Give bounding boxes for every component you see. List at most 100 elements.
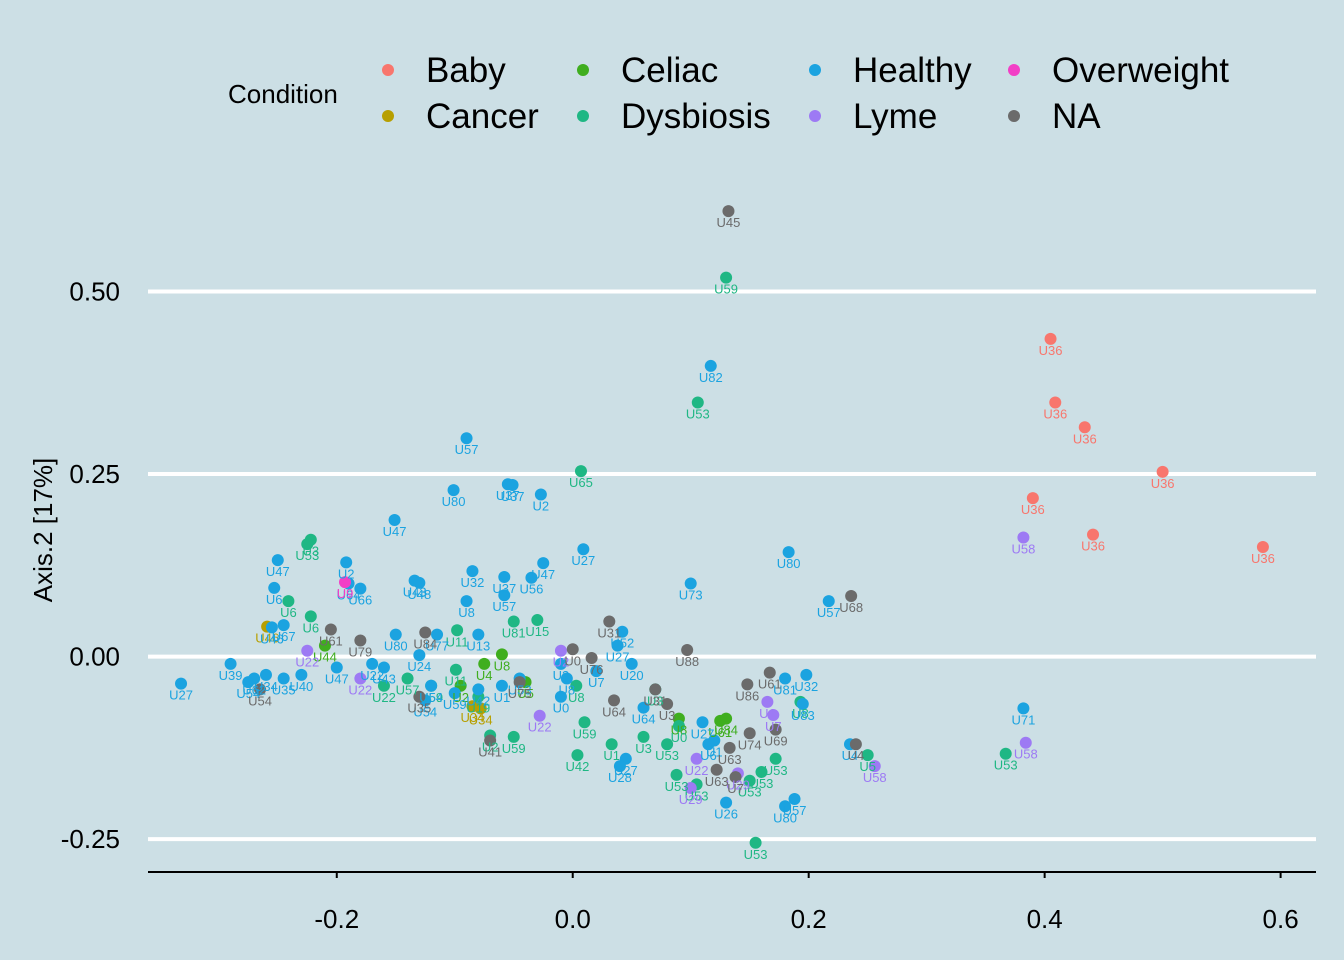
point-healthy: [554, 657, 567, 670]
point-label: U61: [708, 725, 732, 740]
point-baby: [1044, 332, 1057, 345]
legend-swatch-na: [1008, 110, 1020, 122]
point-label: U57: [492, 599, 516, 614]
point-healthy: [702, 738, 715, 751]
point-healthy: [340, 556, 353, 569]
point-healthy: [537, 557, 550, 570]
point-label: U7: [588, 675, 605, 690]
point-healthy: [800, 668, 813, 681]
point-label: U27: [606, 650, 630, 665]
point-label: U27: [691, 726, 715, 741]
point-healthy: [295, 668, 308, 681]
point-labels: U36U36U36U36U36U36U36U46U34U34U44U2U4U8U…: [169, 215, 1275, 862]
point-dysbiosis: [507, 615, 520, 628]
point-label: U36: [1021, 502, 1045, 517]
point-healthy: [413, 649, 426, 662]
point-lyme: [554, 644, 567, 657]
point-label: U61: [758, 677, 782, 692]
point-healthy: [1017, 702, 1030, 715]
point-healthy: [268, 581, 281, 594]
point-label: U35: [407, 701, 431, 716]
point-label: U46: [255, 631, 279, 646]
point-na: [722, 205, 735, 218]
point-na: [729, 771, 742, 784]
x-axis: -0.2 0.0 0.2 0.4 0.6: [148, 871, 1316, 934]
point-label: U6: [266, 592, 283, 607]
point-baby: [1256, 541, 1269, 554]
point-healthy: [259, 668, 272, 681]
point-label: U1: [494, 690, 511, 705]
point-na: [419, 626, 432, 639]
point-label: U6: [280, 605, 297, 620]
point-label: U84: [413, 636, 437, 651]
legend-swatch-cancer: [382, 110, 394, 122]
point-label: U28: [608, 770, 632, 785]
point-healthy: [498, 570, 511, 583]
y-tick-label: 0.00: [69, 642, 120, 672]
point-label: U6: [700, 748, 717, 763]
point-label: U54: [248, 693, 272, 708]
point-healthy: [271, 554, 284, 567]
point-na: [763, 666, 776, 679]
point-na: [585, 652, 598, 665]
point-label: U3: [553, 668, 570, 683]
point-healthy: [590, 665, 603, 678]
point-label: U53: [750, 776, 774, 791]
point-label: U44: [313, 650, 337, 665]
point-label: U83: [791, 708, 815, 723]
point-label: U37: [496, 488, 520, 503]
point-label: U75: [508, 686, 532, 701]
legend-label-dysbiosis: Dysbiosis: [621, 97, 771, 136]
point-healthy: [577, 543, 590, 556]
point-na: [849, 738, 862, 751]
point-label: U3: [302, 544, 319, 559]
point-label: U35: [272, 682, 296, 697]
point-dysbiosis: [861, 749, 874, 762]
point-label: U22: [295, 655, 319, 670]
point-lyme: [1019, 736, 1032, 749]
point-na: [254, 683, 267, 696]
point-dysbiosis: [578, 716, 591, 729]
point-healthy: [175, 677, 188, 690]
y-tick-label: 0.25: [69, 459, 120, 489]
point-label: U66: [348, 593, 372, 608]
point-label: U31: [597, 626, 621, 641]
point-dysbiosis: [743, 774, 756, 787]
point-healthy: [472, 683, 485, 696]
point-healthy: [822, 595, 835, 608]
legend-label-lyme: Lyme: [853, 97, 937, 136]
point-label: U59: [573, 726, 597, 741]
point-label: U58: [1011, 542, 1035, 557]
point-label: U67: [272, 629, 296, 644]
point-na: [354, 634, 367, 647]
point-label: U53: [994, 758, 1018, 773]
point-na: [566, 643, 579, 656]
grid-lines: [148, 289, 1316, 842]
point-healthy: [277, 619, 290, 632]
point-label: U63: [705, 774, 729, 789]
point-dysbiosis: [637, 730, 650, 743]
point-label: U40: [289, 679, 313, 694]
point-label: U80: [442, 494, 466, 509]
point-label: U2: [553, 655, 570, 670]
point-label: U22: [372, 690, 396, 705]
point-label: U69: [764, 734, 788, 749]
point-lyme: [354, 672, 367, 685]
point-label: U80: [773, 810, 797, 825]
point-dysbiosis: [377, 679, 390, 692]
point-label: U34: [469, 712, 493, 727]
point-label: U26: [714, 807, 738, 822]
point-dysbiosis: [574, 465, 587, 478]
point-label: U29: [726, 777, 750, 792]
point-healthy: [525, 571, 538, 584]
legend-swatch-healthy: [809, 64, 821, 76]
point-healthy: [788, 792, 801, 805]
point-lyme: [1017, 531, 1030, 544]
point-label: U53: [685, 788, 709, 803]
point-healthy: [447, 484, 460, 497]
point-label: U0: [553, 701, 570, 716]
y-tick-label: -0.25: [61, 824, 120, 854]
point-celiac: [495, 648, 508, 661]
point-dysbiosis: [769, 752, 782, 765]
point-healthy: [498, 589, 511, 602]
